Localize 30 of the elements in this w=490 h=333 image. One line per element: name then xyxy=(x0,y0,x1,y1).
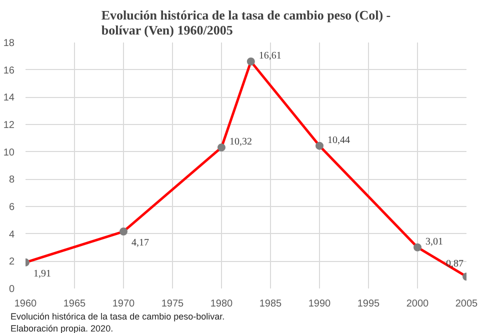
data-label: 16,61 xyxy=(258,50,282,62)
data-label: 0,87 xyxy=(446,258,464,270)
text: Evolución histórica de la tasa de cambio peso-bolivar. xyxy=(10,312,225,322)
y-tick-label: 4 xyxy=(8,229,15,240)
text: Elaboración propia. 2020. xyxy=(10,324,114,333)
y-tick-label: 10 xyxy=(3,147,15,158)
y-tick-label: 8 xyxy=(8,174,15,186)
y-tick-label: 18 xyxy=(3,38,15,49)
x-tick-label: 1970 xyxy=(112,298,136,310)
x-tick-label: 1965 xyxy=(63,298,86,310)
x-tick-label: 1975 xyxy=(161,298,184,310)
chart-title: Evolución histórica de la tasa de cambio peso (Col) - bolívar (Ven) 1960/2005 xyxy=(101,8,391,38)
data-label: 4,17 xyxy=(132,238,149,249)
x-tick-label: 1960 xyxy=(14,298,38,310)
x-tick-label: 1985 xyxy=(259,298,282,310)
y-tick-label: 2 xyxy=(8,256,15,268)
y-tick-label: 14 xyxy=(3,92,15,104)
y-tick-label: 0 xyxy=(8,284,15,295)
x-tick-label: 1980 xyxy=(210,298,234,310)
x-tick-label: 2000 xyxy=(406,298,430,310)
y-tick-label: 12 xyxy=(3,120,15,131)
data-label: 10,32 xyxy=(230,136,252,148)
y-tick-label: 16 xyxy=(3,65,15,76)
x-tick-label: 1990 xyxy=(308,298,332,310)
x-tick-label: 2005 xyxy=(455,298,478,310)
data-label: 10,44 xyxy=(328,134,350,146)
y-tick-label: 6 xyxy=(8,202,15,213)
x-tick-label: 1995 xyxy=(357,298,380,310)
data-label: 1,91 xyxy=(34,268,51,280)
data-label: 3,01 xyxy=(426,236,443,248)
